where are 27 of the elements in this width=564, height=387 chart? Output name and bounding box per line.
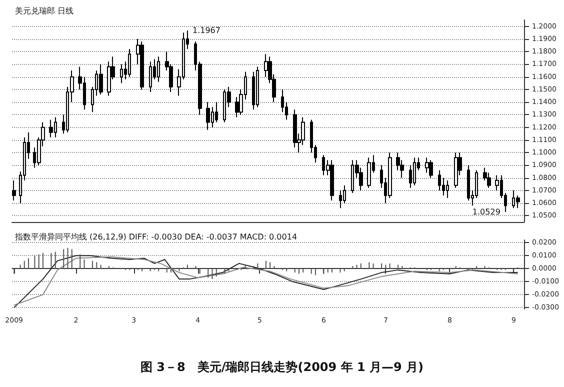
candlestick [516, 194, 520, 209]
candlestick [339, 190, 342, 209]
annotation: 1.1967 [192, 26, 220, 35]
candlestick [157, 56, 160, 82]
candlestick [256, 66, 259, 108]
annotation: 1.0529 [472, 208, 500, 217]
candlestick [330, 160, 334, 202]
chart-title: 指数平滑异同平均线 (26,12,9) DIFF: -0.0030 DEA: -0.0037 MACD: 0.0014 [14, 232, 298, 242]
candlestick [454, 152, 458, 188]
candlestick [446, 180, 449, 199]
candlestick [293, 109, 297, 148]
candlestick [206, 102, 210, 130]
candlestick [343, 184, 346, 204]
candlestick [128, 48, 131, 78]
candlestick [140, 40, 144, 90]
candlestick [149, 61, 152, 92]
candlestick [429, 160, 433, 178]
candlestick [120, 64, 123, 84]
candlestick [388, 152, 392, 199]
candlestick [49, 119, 53, 138]
candlestick [99, 64, 103, 95]
candlestick [467, 164, 470, 202]
caption: 图 3－8 美元/瑞郎日线走势(2009 年 1 月—9 月) [140, 360, 424, 374]
candlestick [12, 180, 16, 202]
candlestick [367, 157, 371, 188]
candlestick [413, 157, 416, 186]
chart-title: 美元兑瑞郎 日线 [15, 6, 74, 16]
